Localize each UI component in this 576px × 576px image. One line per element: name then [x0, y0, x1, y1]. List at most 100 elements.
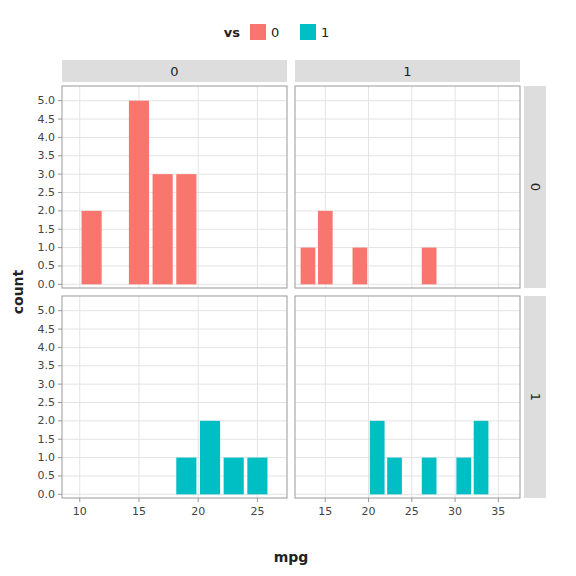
grid-line [257, 86, 258, 288]
grid-line [62, 100, 287, 101]
grid-line [295, 174, 520, 175]
grid-line [62, 420, 287, 421]
facet-label: 0 [170, 64, 178, 79]
histogram-bar [153, 174, 173, 284]
tick-label: 3.5 [38, 359, 56, 372]
histogram-bar [82, 494, 102, 495]
histogram-bar [318, 494, 333, 495]
axis-label: mpg [274, 549, 309, 565]
grid-line [295, 119, 520, 120]
axis-label: count [10, 269, 26, 314]
tick-mark [58, 457, 62, 458]
plot-frame [295, 296, 520, 498]
panel [295, 86, 520, 288]
bars [82, 101, 197, 285]
histogram-bar [422, 458, 437, 495]
tick-label: 4.0 [38, 341, 56, 354]
histogram-bar [318, 211, 333, 284]
grid-line [62, 347, 287, 348]
histogram-bar [105, 494, 125, 495]
histogram-bar [491, 284, 506, 285]
tick-mark [58, 119, 62, 120]
facet-strip [524, 296, 546, 498]
tick-label: 2.5 [38, 186, 56, 199]
tick-label: 0.0 [38, 488, 56, 501]
grid-line [79, 296, 80, 498]
histogram-bar [82, 211, 102, 284]
tick-label: 1.0 [38, 241, 56, 254]
tick-label: 0.0 [38, 278, 56, 291]
tick-mark [58, 420, 62, 421]
tick-mark [138, 498, 139, 502]
bars [370, 421, 489, 494]
grid-line [79, 86, 80, 288]
tick-label: 1.5 [38, 433, 56, 446]
histogram-bar [387, 458, 402, 495]
tick-label: 4.5 [38, 113, 56, 126]
histogram-bar [387, 284, 402, 285]
tick-label: 1.5 [38, 223, 56, 236]
facet-label: 1 [528, 393, 543, 401]
histogram-bar [200, 284, 220, 285]
tick-label: 0.5 [38, 469, 56, 482]
histogram-bar [129, 494, 149, 495]
legend: vs01 [224, 24, 330, 40]
tick-mark [58, 229, 62, 230]
tick-mark [58, 365, 62, 366]
histogram-bar [335, 494, 350, 495]
histogram-bar [224, 458, 244, 495]
grid-line [295, 155, 520, 156]
tick-label: 3.0 [38, 168, 56, 181]
tick-label: 15 [318, 505, 332, 518]
histogram-bar [247, 458, 267, 495]
tick-mark [411, 498, 412, 502]
facet-strip [62, 60, 287, 82]
histogram-bar [456, 284, 471, 285]
grid-line [62, 155, 287, 156]
grid-line [62, 365, 287, 366]
grid-line [325, 296, 326, 498]
tick-mark [198, 498, 199, 502]
legend-label: 1 [321, 25, 329, 40]
panel: 1520253035 [295, 296, 520, 518]
grid-line [368, 296, 369, 498]
grid-line [295, 402, 520, 403]
grid-line [498, 86, 499, 288]
histogram-bar [353, 494, 368, 495]
tick-mark [58, 347, 62, 348]
tick-mark [58, 210, 62, 211]
tick-mark [58, 174, 62, 175]
histogram-bar [353, 248, 368, 285]
plot-frame [62, 86, 287, 288]
tick-label: 4.0 [38, 131, 56, 144]
tick-mark [455, 498, 456, 502]
legend-title: vs [224, 25, 240, 40]
plot-background [62, 86, 287, 288]
tick-label: 30 [448, 505, 462, 518]
histogram-bar [247, 284, 267, 285]
histogram-bar [301, 248, 316, 285]
histogram-bar [200, 421, 220, 494]
tick-mark [58, 247, 62, 248]
grid-line [295, 137, 520, 138]
tick-label: 10 [73, 505, 87, 518]
grid-line [138, 296, 139, 498]
tick-mark [79, 498, 80, 502]
facet-strip [295, 60, 520, 82]
tick-mark [58, 310, 62, 311]
plot-background [295, 296, 520, 498]
grid-line [62, 192, 287, 193]
tick-label: 3.0 [38, 378, 56, 391]
tick-mark [58, 475, 62, 476]
tick-mark [58, 439, 62, 440]
tick-mark [58, 265, 62, 266]
tick-mark [257, 498, 258, 502]
grid-line [295, 329, 520, 330]
tick-label: 15 [132, 505, 146, 518]
tick-mark [58, 494, 62, 495]
grid-line [62, 310, 287, 311]
legend-swatch [300, 24, 316, 40]
tick-label: 35 [491, 505, 505, 518]
facet-label: 1 [403, 64, 411, 79]
grid-line [62, 174, 287, 175]
